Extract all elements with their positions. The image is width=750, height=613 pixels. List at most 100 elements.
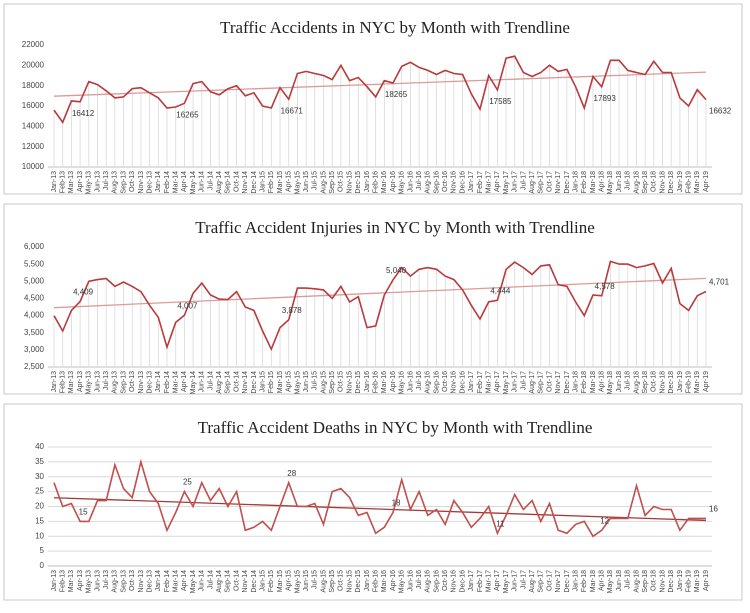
x-tick-label: Sep-13 [120, 570, 127, 593]
x-tick-label: Jul-16 [416, 570, 423, 589]
x-tick-label: Oct-13 [129, 570, 136, 591]
x-tick-label: May-13 [86, 171, 93, 194]
x-tick-label: Mar-15 [277, 570, 284, 592]
x-tick-label: Nov-14 [242, 570, 249, 593]
x-tick-label: Dec-15 [355, 371, 362, 394]
x-tick-label: Apr-17 [494, 371, 501, 392]
x-tick-label: Apr-15 [286, 171, 293, 192]
x-tick-label: Dec-14 [251, 570, 258, 593]
x-tick-label: Jun-14 [199, 171, 206, 193]
x-tick-label: Oct-15 [338, 570, 345, 591]
x-tick-label: Jul-15 [312, 570, 319, 589]
x-tick-label: Mar-13 [68, 171, 75, 193]
x-tick-label: Nov-17 [555, 371, 562, 394]
x-tick-label: Jun-17 [512, 570, 519, 592]
x-tick-label: Oct-14 [233, 371, 240, 392]
x-tick-label: Apr-16 [390, 371, 397, 392]
x-tick-label: May-14 [190, 171, 197, 194]
x-tick-label: Jun-18 [616, 371, 623, 393]
x-tick-label: Apr-14 [181, 371, 188, 392]
x-tick-label: Feb-13 [60, 371, 67, 393]
x-tick-label: Feb-18 [581, 171, 588, 193]
x-tick-label: Nov-14 [242, 171, 249, 194]
x-tick-label: Oct-17 [546, 171, 553, 192]
x-tick-label: May-17 [503, 171, 510, 194]
x-tick-label: Aug-14 [216, 371, 223, 394]
data-label: 12 [600, 516, 609, 525]
x-tick-label: Feb-18 [581, 570, 588, 592]
x-tick-label: Apr-14 [181, 171, 188, 192]
x-tick-label: Oct-13 [129, 171, 136, 192]
trendline [53, 497, 707, 522]
x-tick-label: Jan-16 [364, 371, 371, 393]
data-label: 4,701 [709, 278, 730, 287]
x-tick-label: Apr-18 [599, 570, 606, 591]
x-tick-label: Feb-16 [372, 570, 379, 592]
x-tick-label: Jan-17 [468, 570, 475, 592]
y-tick-label: 30 [35, 472, 44, 481]
x-tick-label: Jul-14 [207, 171, 214, 190]
x-tick-label: Dec-13 [146, 171, 153, 194]
x-tick-label: Oct-14 [233, 570, 240, 591]
x-tick-label: Oct-16 [442, 570, 449, 591]
x-tick-label: Oct-17 [546, 570, 553, 591]
x-tick-label: Jan-16 [364, 171, 371, 193]
x-tick-label: Jul-16 [416, 171, 423, 190]
y-tick-label: 5,500 [24, 259, 45, 268]
x-tick-label: Apr-18 [599, 171, 606, 192]
data-label: 16412 [72, 109, 95, 118]
x-tick-label: Sep-16 [433, 570, 440, 593]
x-tick-label: Mar-14 [173, 171, 180, 193]
x-tick-label: Apr-19 [703, 171, 710, 192]
x-tick-label: May-13 [86, 371, 93, 394]
x-tick-label: Apr-13 [77, 171, 84, 192]
x-tick-label: Nov-18 [659, 371, 666, 394]
data-label: 16265 [176, 110, 199, 119]
x-tick-label: Aug-14 [216, 570, 223, 593]
x-tick-label: Oct-18 [651, 371, 658, 392]
x-tick-label: May-14 [190, 371, 197, 394]
x-tick-label: Jan-17 [468, 171, 475, 193]
data-label: 17893 [594, 94, 617, 103]
x-tick-label: Dec-15 [355, 570, 362, 593]
x-tick-label: Feb-19 [685, 171, 692, 193]
y-tick-label: 40 [35, 442, 44, 451]
x-tick-label: Jun-13 [94, 570, 101, 592]
x-tick-label: Dec-16 [459, 570, 466, 593]
x-tick-label: Jul-17 [520, 371, 527, 390]
x-tick-label: Aug-17 [529, 570, 536, 593]
x-tick-label: May-18 [607, 570, 614, 593]
x-tick-label: Mar-15 [277, 371, 284, 393]
x-tick-label: Sep-14 [225, 570, 232, 593]
x-tick-label: Jan-13 [51, 570, 58, 592]
x-tick-label: Apr-13 [77, 570, 84, 591]
y-tick-label: 3,000 [24, 345, 45, 354]
x-tick-label: Mar-19 [694, 371, 701, 393]
x-tick-label: May-17 [503, 371, 510, 394]
x-tick-label: Feb-14 [164, 171, 171, 193]
x-tick-label: May-15 [294, 371, 301, 394]
x-tick-label: Apr-19 [703, 570, 710, 591]
data-label: 15 [79, 507, 88, 516]
x-tick-label: Apr-15 [286, 570, 293, 591]
y-tick-label: 20 [35, 502, 44, 511]
data-line [53, 458, 706, 538]
x-tick-label: Aug-15 [320, 570, 327, 593]
x-tick-label: Sep-17 [538, 171, 545, 194]
x-tick-label: Jun-15 [303, 171, 310, 193]
x-tick-label: Mar-16 [381, 171, 388, 193]
x-tick-label: Sep-16 [433, 371, 440, 394]
x-tick-label: Nov-13 [138, 570, 145, 593]
x-tick-label: Jan-18 [572, 570, 579, 592]
x-tick-label: Jan-19 [677, 371, 684, 393]
data-label: 18 [392, 499, 401, 508]
x-tick-label: Dec-18 [668, 570, 675, 593]
x-tick-label: Jan-16 [364, 570, 371, 592]
data-label: 16632 [709, 107, 732, 116]
x-tick-label: Aug-13 [112, 371, 119, 394]
data-label: 4,444 [490, 286, 511, 295]
x-tick-label: Aug-15 [320, 171, 327, 194]
x-tick-label: Aug-16 [425, 171, 432, 194]
x-tick-label: Oct-18 [651, 171, 658, 192]
x-tick-label: Apr-14 [181, 570, 188, 591]
